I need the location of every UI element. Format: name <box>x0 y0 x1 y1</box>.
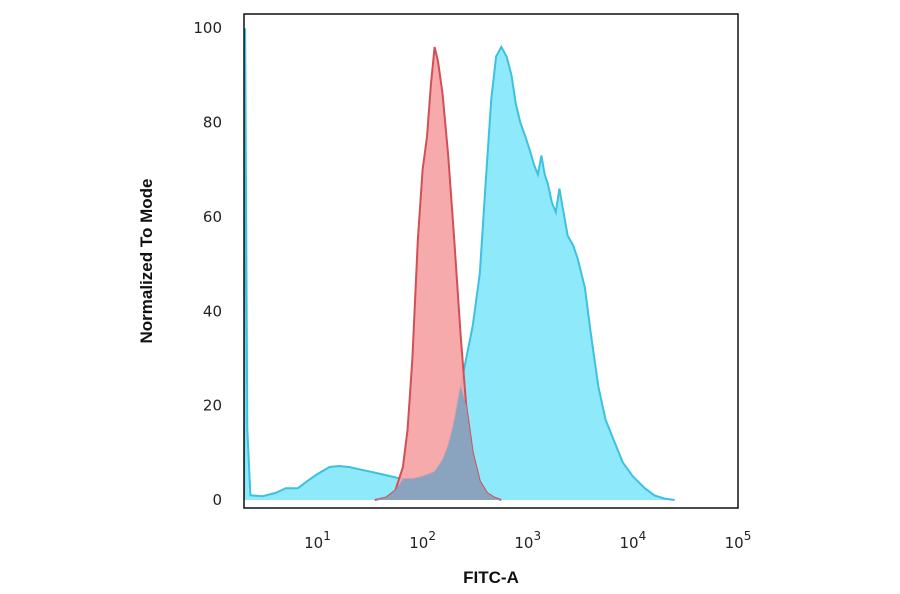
y-tick-label: 20 <box>203 397 222 415</box>
x-tick-label: 104 <box>620 529 647 552</box>
plot-frame <box>243 13 739 509</box>
histogram-area-1 <box>244 28 675 500</box>
y-axis: 0 20 40 60 80 100 <box>193 19 222 509</box>
x-axis-title: FITC-A <box>463 568 519 587</box>
x-tick-label: 105 <box>725 529 752 552</box>
y-tick-label: 80 <box>203 114 222 132</box>
y-tick-label: 60 <box>203 208 222 226</box>
y-tick-label: 0 <box>212 491 222 509</box>
histogram-area-2 <box>374 47 502 500</box>
histogram-outline-1 <box>244 28 675 501</box>
overlap-area <box>374 386 502 500</box>
x-tick-label: 102 <box>409 529 436 552</box>
y-tick-label: 40 <box>203 302 222 320</box>
x-axis: 101 102 103 104 105 <box>304 529 751 552</box>
x-tick-label: 103 <box>514 529 541 552</box>
y-axis-title: Normalized To Mode <box>137 179 156 344</box>
y-tick-label: 100 <box>193 19 222 37</box>
x-tick-label: 101 <box>304 529 331 552</box>
